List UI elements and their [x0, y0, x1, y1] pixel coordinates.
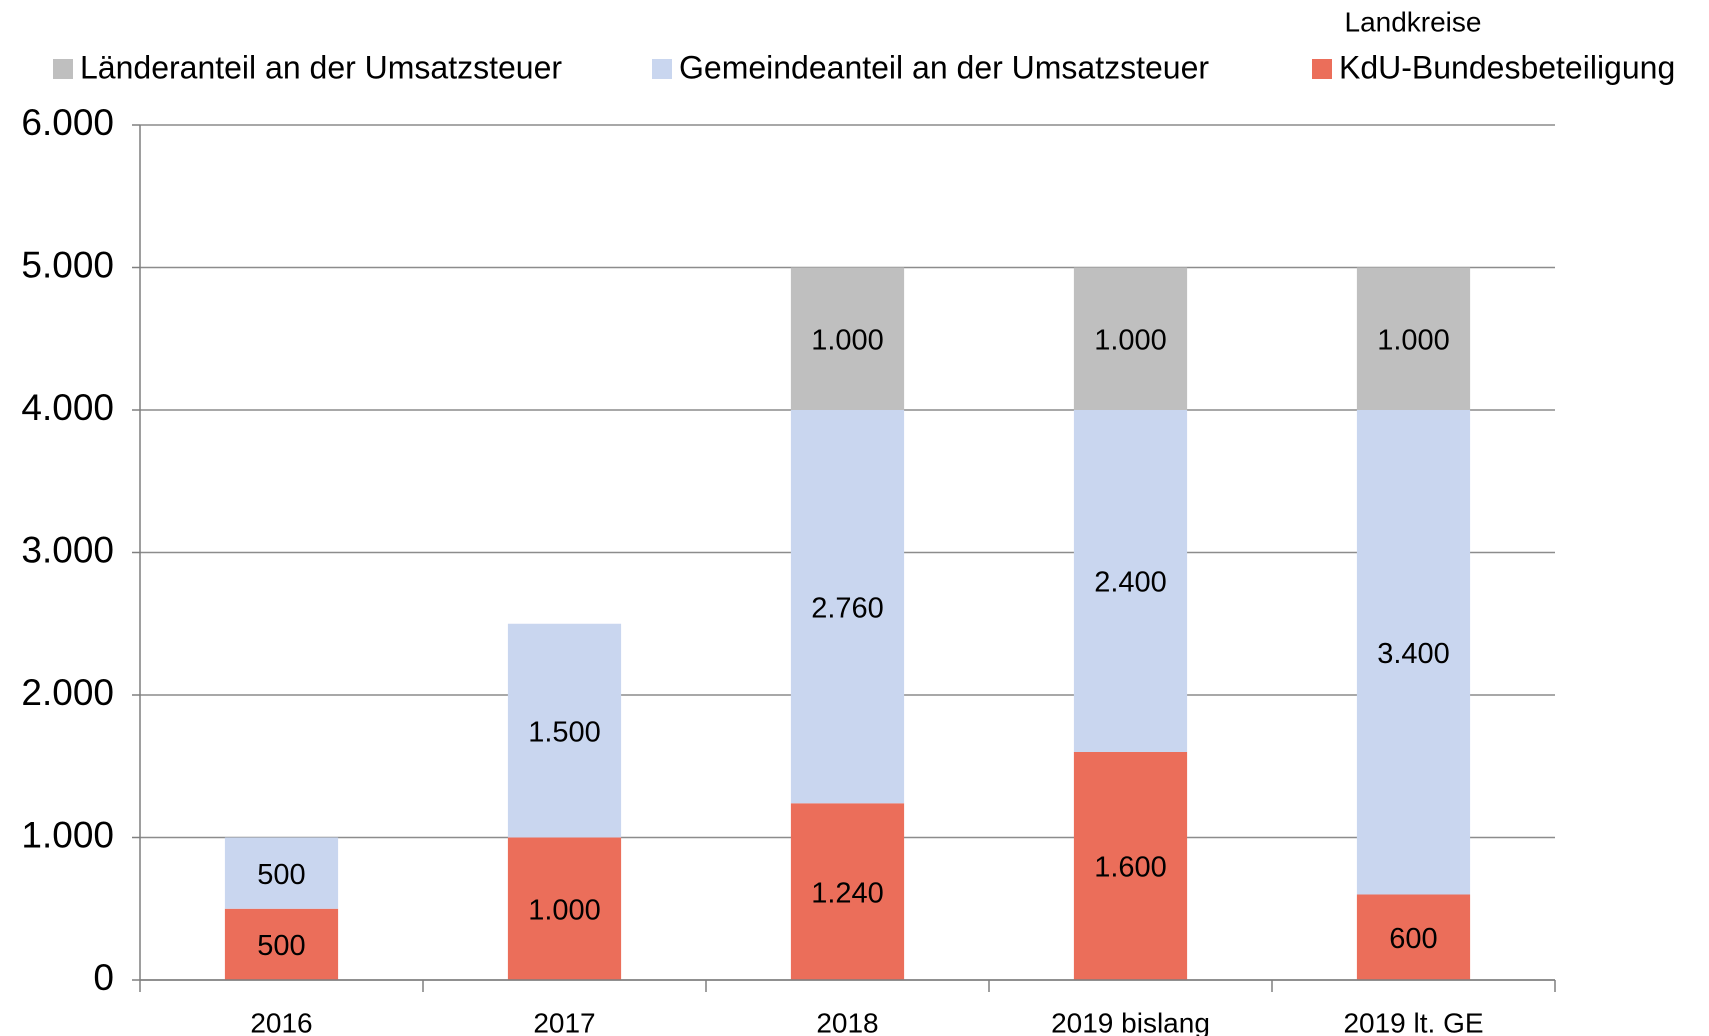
- legend-label: Gemeindeanteil an der Umsatzsteuer: [679, 49, 1209, 85]
- value-label: 1.000: [528, 894, 601, 926]
- y-tick-label: 5.000: [21, 244, 114, 285]
- value-label: 1.600: [1094, 852, 1167, 884]
- value-label: 1.000: [1094, 324, 1167, 356]
- x-tick-label: 2019 bislang: [1051, 1007, 1210, 1036]
- y-tick-label: 6.000: [21, 102, 114, 143]
- y-tick-label: 0: [93, 957, 114, 998]
- bar-segment: [1073, 410, 1188, 752]
- value-label: 2.400: [1094, 567, 1167, 599]
- bar-segment: [790, 803, 905, 980]
- value-label: 500: [257, 930, 305, 962]
- bar-segment: [224, 908, 339, 980]
- legend-swatch: [652, 59, 672, 79]
- legend-swatch: [53, 59, 73, 79]
- x-tick-label: 2017: [533, 1007, 595, 1036]
- bar-segment: [1356, 410, 1471, 895]
- bar-segment: [507, 623, 622, 838]
- bar-segment: [507, 837, 622, 980]
- bar-segment: [1356, 894, 1471, 980]
- annotation: Landkreise: [1345, 6, 1482, 37]
- bar-segment: [1073, 752, 1188, 980]
- x-tick-label: 2018: [816, 1007, 878, 1036]
- bar-segment: [1356, 267, 1471, 410]
- y-tick-label: 3.000: [21, 529, 114, 570]
- bar-segment: [1073, 267, 1188, 410]
- bar-segment: [790, 267, 905, 410]
- bar-segment: [790, 410, 905, 804]
- bar-segment: [224, 837, 339, 909]
- legend-label: KdU-Bundesbeteiligung: [1339, 49, 1675, 85]
- x-tick-label: 2016: [250, 1007, 312, 1036]
- x-tick-label: 2019 lt. GE: [1343, 1007, 1483, 1036]
- value-label: 1.240: [811, 877, 884, 909]
- value-label: 2.760: [811, 592, 884, 624]
- value-label: 1.000: [811, 324, 884, 356]
- value-label: 1.000: [1377, 324, 1450, 356]
- y-tick-label: 1.000: [21, 814, 114, 855]
- legend-label: Länderanteil an der Umsatzsteuer: [80, 49, 562, 85]
- value-label: 1.500: [528, 716, 601, 748]
- y-tick-label: 2.000: [21, 672, 114, 713]
- value-label: 3.400: [1377, 638, 1450, 670]
- value-label: 600: [1389, 923, 1437, 955]
- legend-swatch: [1312, 59, 1332, 79]
- value-label: 500: [257, 859, 305, 891]
- y-tick-label: 4.000: [21, 387, 114, 428]
